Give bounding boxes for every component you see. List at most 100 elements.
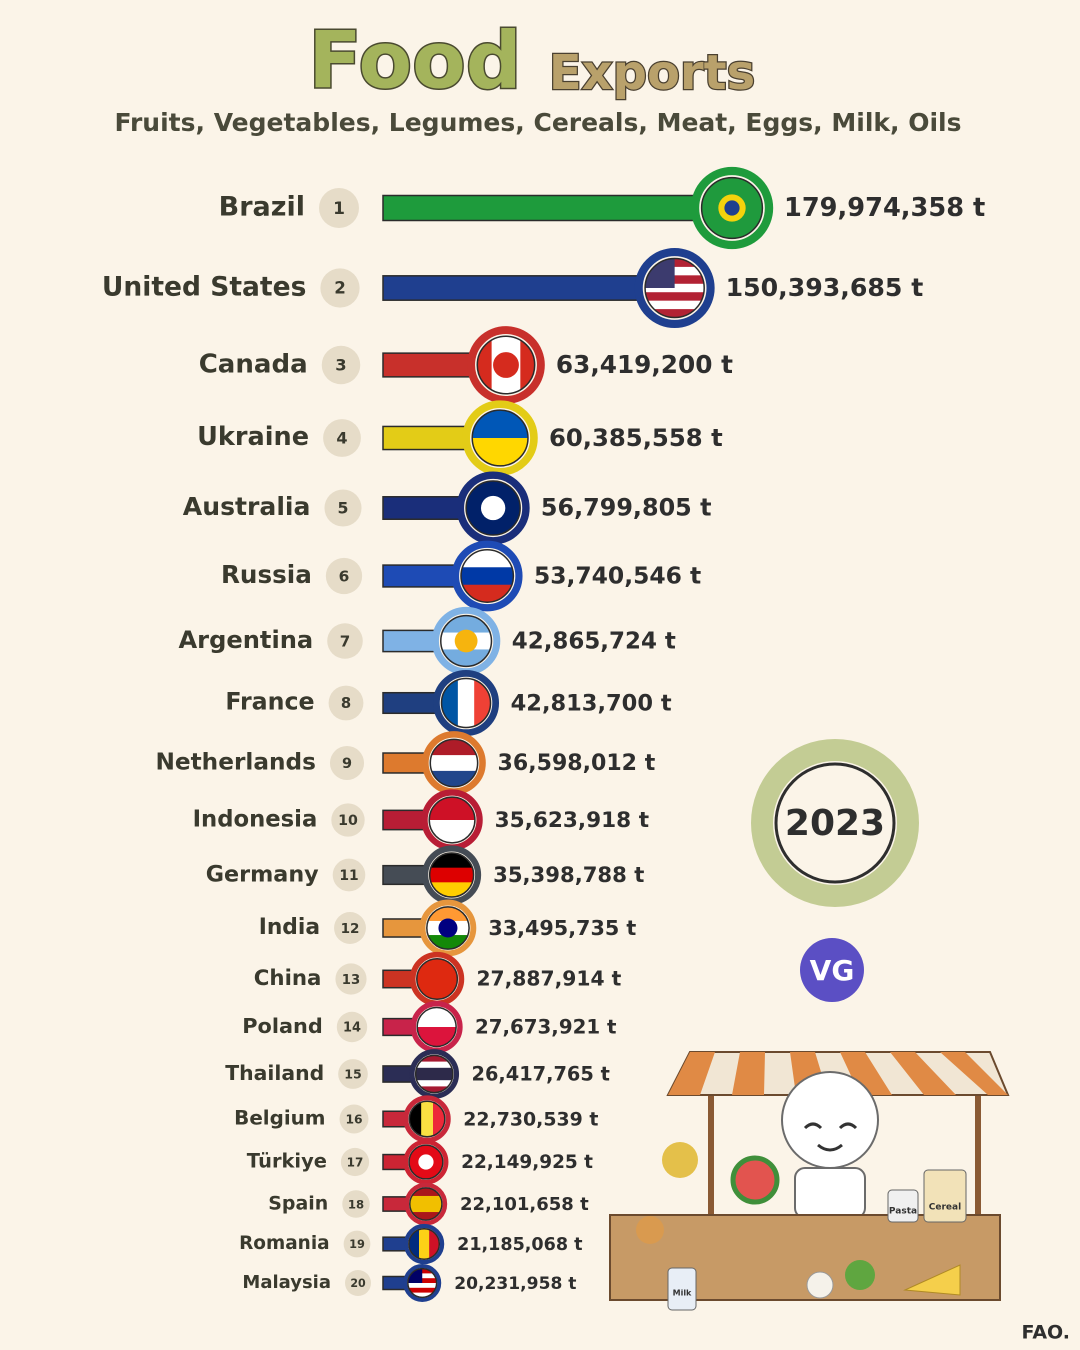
value-label: 60,385,558 t [549,423,723,452]
flag-stripe [415,1080,453,1087]
value-label: 35,623,918 t [495,808,649,833]
value-label: 22,101,658 t [460,1194,589,1215]
flag [429,797,475,843]
flag-stripe [645,309,705,318]
flag-stripe [430,755,478,772]
rank-badge [321,345,361,385]
chart-title: Food [308,16,521,106]
flag-emblem [480,495,506,521]
rank-label: 12 [341,921,360,937]
produce [636,1216,664,1244]
flag-border [440,614,493,668]
cereal-box [923,1169,967,1223]
flag-border [426,906,470,950]
country-label: United States [102,272,306,303]
country-label: Netherlands [155,749,316,776]
flag-stripe [417,1007,457,1028]
rank-badge [338,1059,368,1089]
rank-badge [331,803,365,837]
rank-label: 20 [350,1277,366,1290]
country-label: Romania [239,1233,330,1254]
country-label: Poland [242,1014,323,1038]
rank-label: 19 [349,1237,365,1251]
rank-badge [320,268,360,308]
country-label: Russia [221,560,312,589]
rank-badge [345,1270,371,1296]
rank-badge [340,1147,370,1177]
rank-label: 14 [343,1021,361,1036]
rank-label: 10 [338,813,358,829]
value-label: 42,813,700 t [511,691,672,717]
flag [415,1055,453,1093]
flag [466,480,521,536]
flag-emblem [438,918,458,938]
illustration-label: Milk [673,1289,692,1298]
flag-border [476,335,536,395]
market-stall: Pasta Cereal Milk [609,1051,1010,1311]
value-label: 53,740,546 t [534,562,701,590]
flag-border [428,796,476,844]
flag-stripe [429,797,475,821]
flag-stripe [429,1228,440,1260]
flag-stripe [645,300,705,310]
flag-stripe [461,549,514,568]
produce [845,1260,875,1290]
flag-stripe [430,739,478,756]
year-ring [751,739,919,907]
rank-label: 7 [340,633,351,651]
stall-post [975,1090,981,1280]
flag-stripe [416,958,458,1000]
flag-emblem [454,629,478,653]
value-label: 33,495,735 t [488,916,636,940]
country-label: Germany [206,862,319,888]
produce [806,1271,834,1299]
flag-stripe [415,1055,453,1063]
flag-stripe [407,1287,437,1294]
source: FAO. [1022,1322,1070,1344]
value-label: 56,799,805 t [541,494,712,522]
rank-badge [343,1230,371,1258]
rank-label: 17 [347,1156,364,1170]
flag-stripe [433,1101,445,1137]
rank-badge [329,745,365,781]
flag-stripe [645,292,705,302]
value-label: 42,865,724 t [512,629,676,655]
rank-badge [325,557,363,595]
flag [440,615,492,667]
flag [409,1187,442,1221]
country-label: Spain [268,1193,328,1215]
country-label: Australia [183,492,311,521]
rank-badge [339,1104,369,1134]
flag [701,177,763,239]
flag-border [416,1006,457,1048]
rank-label: 6 [339,568,350,586]
flag-stripe [440,649,492,667]
chef-face [803,1122,858,1152]
country-label: Brazil [219,192,305,223]
stall-post [708,1090,714,1280]
logo: VG [810,954,855,987]
flag-stripe [409,1212,442,1221]
flag-border [407,1267,438,1299]
chart-title-second: Exports [549,45,755,101]
rank-label: 16 [345,1113,362,1127]
flag-border [408,1100,446,1138]
flag-border [700,176,764,240]
flag-border [428,852,475,898]
rank-label: 11 [339,868,358,884]
cheese [903,1264,961,1296]
flag-stripe [645,283,705,293]
flag-stripe [409,1195,442,1205]
rank-label: 18 [348,1198,364,1212]
rank-badge [332,858,366,892]
rank-badge [319,188,359,228]
bar [382,194,733,222]
rank-label: 2 [334,279,346,298]
country-label: China [254,966,322,991]
rank-badge [327,623,363,659]
value-label: 179,974,358 t [784,193,985,223]
rank-label: 5 [338,499,349,518]
flag-stripe [415,1086,453,1093]
country-label: Türkiye [247,1150,327,1173]
bar [382,275,676,301]
